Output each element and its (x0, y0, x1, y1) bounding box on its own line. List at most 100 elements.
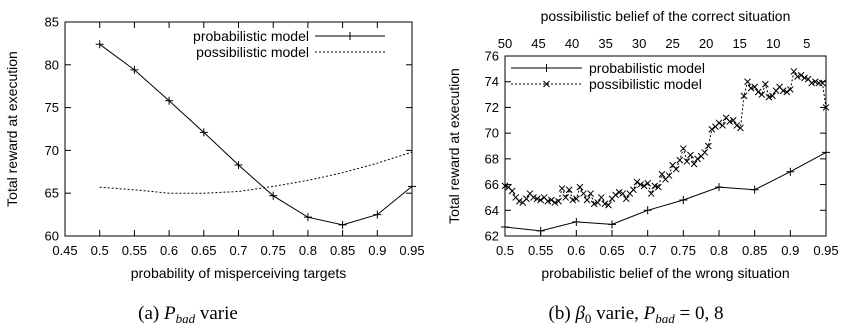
series-2-point (537, 196, 545, 204)
series-2-point (633, 178, 641, 186)
series-2-point (786, 86, 794, 93)
series-2-point (523, 195, 530, 203)
series-2-point (615, 188, 623, 196)
series-2-point (533, 195, 541, 203)
x-tick-label: 0.55 (528, 243, 553, 258)
y-tick-label: 64 (485, 203, 499, 218)
y-tick-label: 65 (45, 186, 59, 201)
legend-label-1: probabilistic model (193, 28, 309, 44)
chart-b: 0.5 0.55 0.6 0.65 0.7 0.75 0.8 0.85 0.9 0.95 62 64 6… (446, 8, 839, 281)
y-tick-label: 85 (45, 15, 59, 30)
series-2-point (694, 155, 701, 163)
x-tick-label: 0.6 (160, 243, 178, 258)
series-2-point (655, 183, 662, 191)
x-tick-label: 0.5 (496, 243, 514, 258)
series-2-point (597, 194, 605, 201)
x-tick-label: 0.8 (710, 243, 728, 258)
series-2-point (769, 92, 776, 100)
y-tick-label: 62 (485, 229, 499, 244)
caption-b: (b) β0 varie, Pbad = 0, 8 (549, 303, 724, 326)
series-2-point (737, 124, 744, 132)
x-tick-label: 0.5 (91, 243, 109, 258)
x2-tick-label: 10 (766, 36, 780, 51)
series-2-point (797, 71, 805, 79)
series-2-point (530, 194, 537, 201)
x-tick-label: 0.8 (299, 243, 317, 258)
x2-tick-label: 25 (665, 36, 679, 51)
legend-marker-2 (543, 80, 550, 88)
series-1-point (130, 65, 139, 74)
series-1-point (750, 185, 759, 194)
x-tick-label: 0.9 (368, 243, 386, 258)
series-2-point (651, 182, 659, 190)
series-2-point (751, 83, 759, 91)
series-2-point (779, 87, 787, 95)
series-2-point (501, 182, 509, 190)
series-1-point (373, 210, 382, 219)
series-2-point (658, 170, 666, 178)
series-2-point (726, 118, 734, 125)
chart-a: 0.45 0.5 0.55 0.6 0.65 0.7 0.75 0.8 0.85 0.9 0.95 6… (4, 15, 425, 282)
x-tick-label: 0.75 (261, 243, 286, 258)
y-tick-label: 75 (45, 100, 59, 115)
x-tick-label: 0.9 (781, 243, 799, 258)
series-2-point (819, 79, 826, 87)
series-2-point (679, 145, 687, 152)
series-1-point (536, 226, 545, 235)
series-2-point (754, 88, 762, 96)
series-2-point (594, 199, 602, 206)
series-2-point (701, 149, 709, 156)
series-2-point (558, 185, 566, 192)
series-2-point (808, 79, 816, 87)
x2-tick-label: 50 (498, 36, 512, 51)
series-2-point (740, 92, 748, 100)
y-tick-label: 76 (485, 49, 499, 64)
y-tick-label: 66 (485, 177, 499, 192)
x-axis-label: probability of misperceiving targets (131, 265, 347, 281)
x-tick-label: 0.65 (191, 243, 216, 258)
series-2-point (515, 197, 523, 205)
series-2-point (762, 80, 769, 88)
x-axis-label: probabilistic belief of the wrong situat… (541, 265, 789, 281)
y-tick-label: 72 (485, 100, 499, 115)
x-tick-label: 0.7 (229, 243, 247, 258)
series-2-point (715, 119, 723, 127)
series-line-1 (504, 151, 827, 232)
series-1-point (501, 223, 509, 231)
series-2-point (637, 181, 644, 188)
series-2-point (572, 195, 580, 203)
caption-a: (a) Pbad varie (138, 303, 238, 326)
series-2-point (676, 156, 684, 164)
series-1-point (269, 191, 278, 200)
series-2-point (562, 194, 569, 201)
series-2-point (565, 186, 573, 194)
series-2-point (544, 197, 552, 205)
series-2-point (811, 78, 819, 86)
y-tick-label: 74 (485, 74, 499, 89)
series-2-point (719, 122, 726, 129)
plot-frame (504, 55, 827, 237)
x2-tick-label: 35 (598, 36, 612, 51)
series-1-point (608, 220, 616, 229)
series-1-point (165, 96, 174, 105)
series-2-point (644, 179, 652, 187)
series-2-point (665, 172, 673, 179)
y-tick-label: 60 (45, 229, 59, 244)
legend-label-2: possibilistic model (196, 44, 309, 60)
series-2-point (630, 186, 637, 194)
series-2-point (640, 182, 648, 190)
series-2-point (590, 200, 598, 208)
series-2-point (587, 190, 594, 197)
series-2-point (765, 93, 773, 101)
series-1-point (786, 167, 795, 176)
legend-label-2: possibilistic model (589, 76, 702, 92)
legend-marker-1 (542, 64, 551, 72)
x2-tick-label: 30 (632, 36, 646, 51)
x2-axis-label: possibilistic belief of the correct situ… (541, 8, 791, 24)
series-1-point (234, 160, 243, 169)
series-1-point (643, 206, 652, 215)
series-2-point (555, 197, 562, 205)
series-2-point (576, 183, 584, 191)
series-1-point (338, 220, 347, 229)
x2-tick-label: 45 (531, 36, 545, 51)
